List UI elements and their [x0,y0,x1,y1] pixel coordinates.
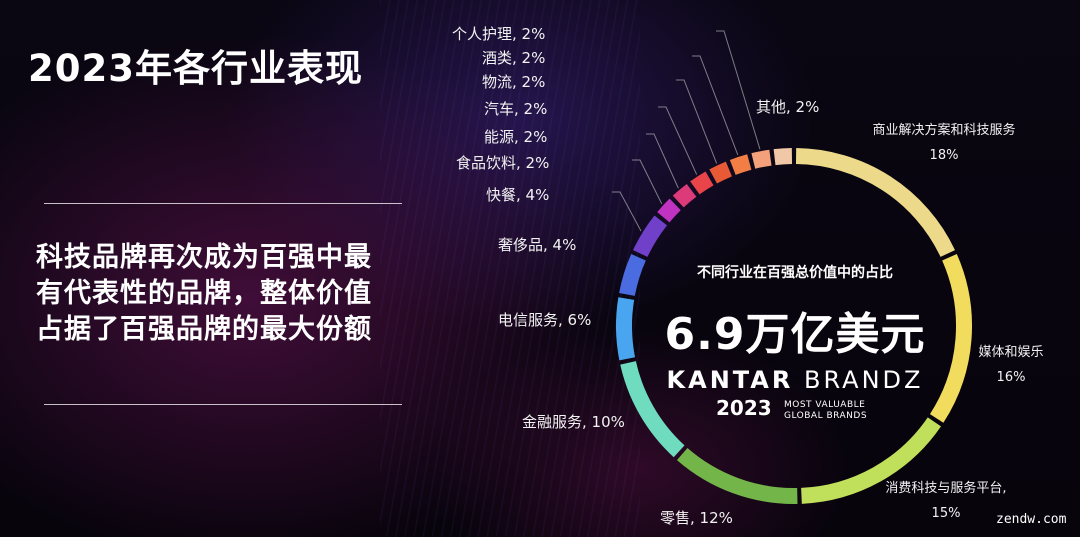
donut-segment-6 [616,297,636,361]
brand-tagline-2: GLOBAL BRANDS [784,411,868,421]
brand-kantar: KANTAR [666,366,794,394]
donut-segment-13 [729,154,752,175]
label-personal-care: 个人护理, 2% [452,25,546,43]
label-retail: 零售, 12% [660,509,733,527]
donut-segment-8 [633,215,668,258]
label-energy: 能源, 2% [484,128,548,146]
watermark: zendw.com [996,512,1067,527]
label-consumer-tech-pct: 15% [931,506,961,521]
bottom-divider [44,404,402,405]
headline-line-2: 有代表性的品牌，整体价值 [36,278,372,309]
label-consumer-tech-name: 消费科技与服务平台, [885,481,1007,496]
label-media: 媒体和娱乐 16% [968,340,1054,390]
chart-subtitle: 不同行业在百强总价值中的占比 [697,265,893,281]
label-auto: 汽车, 2% [484,100,548,118]
label-other: 其他, 2% [756,98,820,116]
headline-line-3: 占据了百强品牌的最大份额 [36,314,372,345]
label-business-solutions-pct: 18% [929,148,959,163]
headline-line-1: 科技品牌再次成为百强中最 [36,242,372,273]
donut-segment-10 [672,183,697,208]
label-business-solutions-name: 商业解决方案和科技服务 [872,123,1016,138]
brand-year: 2023 [716,396,772,420]
label-fastfood: 快餐, 4% [486,186,550,204]
label-media-name: 媒体和娱乐 [978,345,1044,360]
label-luxury: 奢侈品, 4% [498,236,577,254]
label-alcohol: 酒类, 2% [482,49,546,67]
label-telecom: 电信服务, 6% [498,311,592,329]
donut-segment-12 [709,161,733,184]
top-divider [44,203,402,204]
leader-line-3 [676,79,718,164]
donut-segment-15 [773,148,793,166]
donut-segment-11 [690,171,714,195]
donut-segment-9 [657,198,681,223]
leader-line-5 [646,133,679,189]
leader-line-2 [692,55,739,156]
brand-brandz: BRANDZ [804,366,924,394]
label-food-beverage: 食品饮料, 2% [456,154,550,172]
leader-line-4 [658,106,698,175]
kantar-brandz-logo: KANTAR BRANDZ [630,366,960,394]
label-consumer-tech: 消费科技与服务平台, 15% [856,476,1036,526]
donut-segment-2 [929,254,972,423]
total-value: 6.9万亿美元 [664,309,926,360]
leader-line-6 [632,159,663,205]
donut-segment-1 [795,148,955,257]
brand-tagline: MOST VALUABLE GLOBAL BRANDS [784,400,867,422]
label-media-pct: 16% [996,370,1026,385]
donut-segment-14 [751,149,772,169]
label-finance: 金融服务, 10% [522,413,625,431]
leader-line-7 [612,191,642,232]
donut-segment-5 [620,360,685,458]
page-title: 2023年各行业表现 [28,47,363,90]
donut-segment-4 [676,447,798,504]
leader-line-1 [716,30,761,150]
donut-segment-7 [619,254,646,297]
donut-segment-3 [801,417,941,504]
headline-text: 科技品牌再次成为百强中最 有代表性的品牌，整体价值 占据了百强品牌的最大份额 [36,240,436,348]
background-light-streaks [380,0,640,537]
label-logistics: 物流, 2% [482,73,546,91]
brand-tagline-1: MOST VALUABLE [784,400,866,410]
label-business-solutions: 商业解决方案和科技服务 18% [858,118,1030,168]
